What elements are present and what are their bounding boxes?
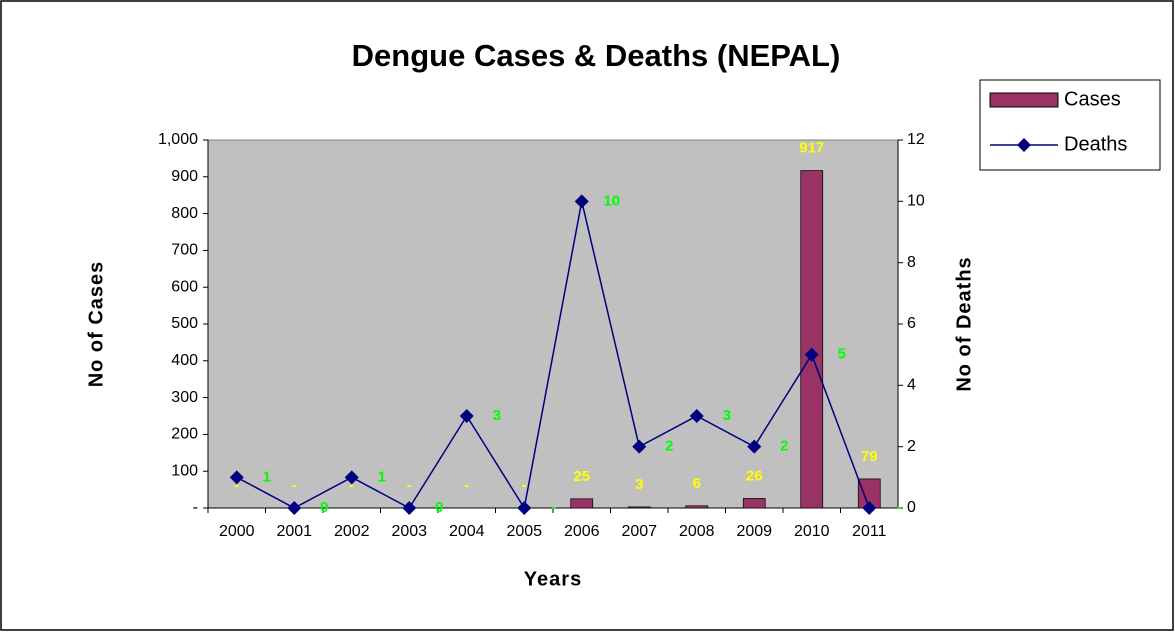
line-value-label: 2 (780, 438, 788, 455)
line-value-label: - (897, 499, 902, 516)
line-value-label: 10 (603, 192, 620, 209)
marker (804, 347, 819, 362)
line-value-label: 0 (435, 499, 443, 516)
y-tick-label: 900 (171, 168, 198, 185)
x-tick-label: 2003 (391, 523, 427, 540)
y-tick-label: 700 (171, 242, 198, 259)
marker (402, 501, 417, 515)
x-tick-label: 2007 (621, 523, 657, 540)
line-value-label: 1 (263, 468, 271, 485)
marker (517, 501, 532, 515)
bar-value-label: 79 (861, 448, 878, 465)
y2-tick-label: 6 (907, 315, 916, 332)
x-tick-label: 2001 (276, 523, 312, 540)
y2-axis-title: No of Deaths (953, 256, 975, 391)
line-value-label: - (552, 499, 557, 516)
x-tick-label: 2006 (564, 523, 600, 540)
bar-value-label: - (522, 477, 527, 494)
bar (627, 506, 651, 509)
bar-value-label: 3 (635, 476, 643, 493)
x-tick-label: 2002 (334, 523, 370, 540)
y-tick-label: 300 (171, 389, 198, 406)
y2-tick-label: 2 (907, 438, 916, 455)
bar-value-label: - (407, 477, 412, 494)
y2-tick-label: 0 (907, 499, 916, 516)
y2-tick-label: 12 (907, 131, 925, 148)
x-tick-label: 2010 (794, 523, 830, 540)
y-tick-label: 100 (171, 462, 198, 479)
line-value-label: 5 (838, 346, 846, 363)
marker (459, 409, 474, 423)
bar (570, 498, 594, 509)
plot-area (207, 139, 899, 509)
line-value-label: 3 (723, 407, 731, 424)
marker (747, 439, 762, 454)
bar-value-label: 917 (799, 140, 824, 157)
y-tick-label: 800 (171, 205, 198, 222)
y-tick-label: 200 (171, 426, 198, 443)
line-value-label: 2 (665, 438, 673, 455)
y-tick-label: - (193, 499, 198, 516)
y-axis-title: No of Cases (85, 261, 107, 388)
bar (742, 498, 766, 509)
y2-tick-label: 4 (907, 377, 916, 394)
bar-value-label: - (234, 477, 239, 494)
y2-tick-label: 8 (907, 254, 916, 271)
line-value-label: 3 (493, 407, 501, 424)
bar-value-label: 6 (693, 475, 701, 492)
y-tick-label: 600 (171, 278, 198, 295)
line-value-label: 0 (320, 499, 328, 516)
y-tick-label: 1,000 (158, 131, 198, 148)
bar-value-label: 26 (746, 467, 763, 484)
y-tick-label: 400 (171, 352, 198, 369)
bar-value-label: 25 (573, 468, 590, 485)
marker (862, 501, 877, 515)
bar-value-label: - (292, 477, 297, 494)
legend-swatch (989, 92, 1059, 108)
x-tick-label: 2004 (449, 523, 485, 540)
bar (685, 505, 709, 509)
marker (229, 470, 244, 485)
marker (632, 439, 647, 454)
x-tick-label: 2005 (506, 523, 542, 540)
marker (574, 194, 589, 209)
legend-label: Cases (1064, 88, 1121, 110)
x-tick-label: 2008 (679, 523, 715, 540)
marker (287, 501, 302, 515)
x-axis-title: Years (524, 568, 582, 590)
x-tick-label: 2011 (852, 523, 887, 540)
legend-label: Deaths (1064, 133, 1127, 155)
x-tick-label: 2009 (736, 523, 772, 540)
bar-value-label: - (464, 477, 469, 494)
marker (689, 409, 704, 423)
line-value-label: 1 (378, 468, 386, 485)
marker (344, 470, 359, 485)
y2-tick-label: 10 (907, 193, 925, 210)
bar-value-label: - (349, 477, 354, 494)
y-tick-label: 500 (171, 315, 198, 332)
bar (800, 170, 824, 509)
x-tick-label: 2000 (219, 523, 255, 540)
legend-marker (1017, 138, 1031, 152)
line (236, 201, 870, 511)
chart-title: Dengue Cases & Deaths (NEPAL) (352, 38, 841, 73)
